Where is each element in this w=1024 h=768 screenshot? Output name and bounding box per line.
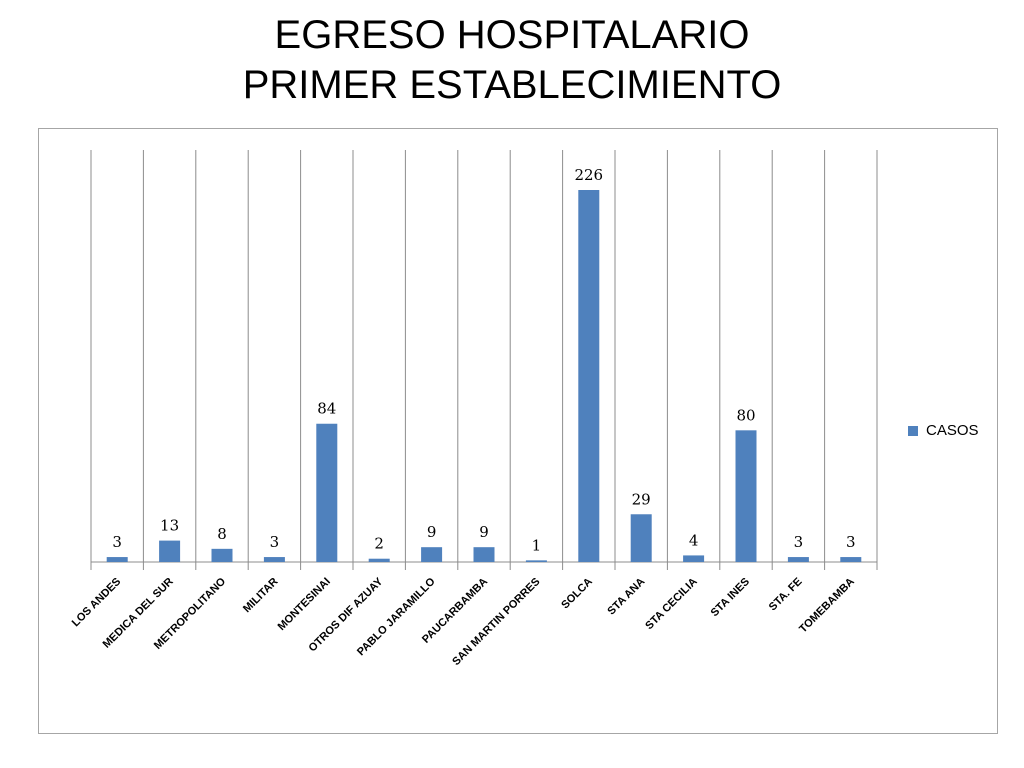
bar — [421, 547, 443, 562]
chart-frame — [38, 128, 998, 734]
bar — [787, 557, 809, 562]
legend: CASOS — [908, 422, 979, 439]
bar — [263, 557, 285, 562]
category-label: STA. FE — [767, 576, 805, 614]
data-label: 9 — [427, 523, 437, 541]
category-label: STA ANA — [605, 576, 647, 618]
bar — [525, 560, 547, 562]
category-label: LOS ANDES — [70, 576, 124, 630]
bar — [840, 557, 862, 562]
bar — [316, 423, 338, 562]
data-label: 13 — [160, 517, 179, 535]
category-label: MONTESINAI — [276, 576, 333, 633]
bar — [578, 190, 600, 562]
bar — [630, 514, 652, 562]
data-label: 226 — [574, 166, 603, 184]
bar — [211, 548, 233, 562]
category-label: STA CECILIA — [643, 576, 699, 632]
category-label: TOMEBAMBA — [797, 576, 857, 636]
data-label: 2 — [374, 535, 384, 553]
data-label: 29 — [632, 490, 651, 508]
bar — [106, 557, 128, 562]
data-label: 4 — [689, 531, 699, 549]
category-label: MILITAR — [241, 576, 280, 615]
data-label: 80 — [736, 406, 755, 424]
title-line-1: EGRESO HOSPITALARIO — [274, 13, 750, 57]
slide-title: EGRESO HOSPITALARIO PRIMER ESTABLECIMIEN… — [0, 10, 1024, 110]
data-label: 3 — [794, 533, 804, 551]
category-label: SAN MARTIN PORRES — [450, 576, 542, 668]
bar — [368, 558, 390, 562]
data-label: 3 — [112, 533, 122, 551]
bar — [159, 540, 181, 562]
data-label: 3 — [846, 533, 856, 551]
data-label: 9 — [479, 523, 489, 541]
title-line-2: PRIMER ESTABLECIMIENTO — [242, 63, 782, 107]
category-label: SOLCA — [559, 576, 595, 612]
data-label: 3 — [270, 533, 280, 551]
bar — [683, 555, 705, 562]
data-label: 8 — [217, 525, 227, 543]
legend-swatch — [908, 425, 918, 436]
legend-label: CASOS — [926, 422, 979, 439]
data-label: 1 — [532, 536, 542, 554]
category-label: STA INES — [709, 576, 752, 619]
bar — [473, 547, 495, 562]
bar — [735, 430, 757, 562]
data-label: 84 — [317, 400, 336, 418]
